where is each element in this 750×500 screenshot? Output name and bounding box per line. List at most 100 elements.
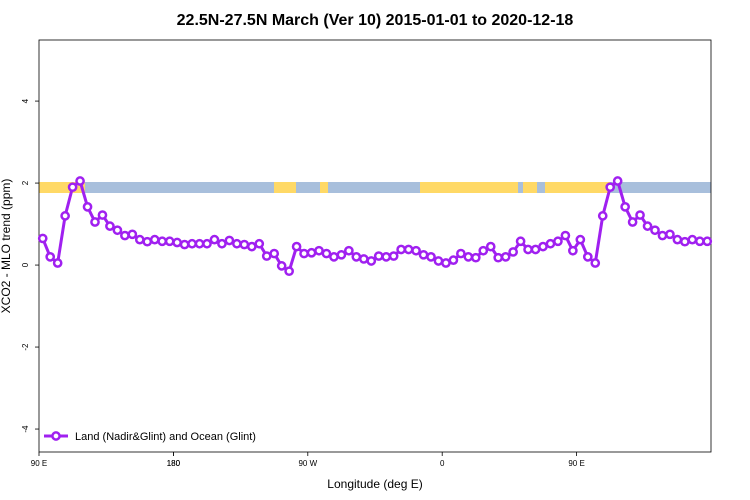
data-point [538, 241, 548, 252]
data-point [246, 241, 257, 252]
data-point [291, 241, 302, 252]
data-point [470, 252, 481, 263]
data-point [493, 252, 504, 263]
data-point [67, 182, 78, 193]
x-tick-label: 90 W [298, 459, 317, 468]
data-point [650, 225, 660, 236]
data-point [90, 217, 100, 227]
x-tick-label: 90 E [31, 459, 47, 468]
y-tick-label: 4 [21, 98, 30, 103]
data-point [530, 244, 541, 255]
data-point [209, 234, 220, 245]
data-point [612, 176, 623, 186]
data-point [97, 210, 108, 220]
data-point [37, 233, 48, 244]
data-point [396, 244, 406, 255]
data-point [306, 247, 317, 258]
data-point [172, 237, 182, 248]
data-point [105, 221, 115, 231]
data-point [426, 252, 436, 262]
data-point [441, 258, 451, 268]
data-point [299, 248, 309, 259]
data-point [329, 252, 339, 262]
data-point [418, 249, 429, 260]
data-point [702, 236, 713, 247]
data-point [665, 229, 675, 240]
data-point [694, 236, 705, 247]
x-tick-label: 0 [440, 459, 445, 468]
data-point [433, 256, 444, 266]
data-point [224, 235, 235, 246]
data-point [52, 258, 63, 268]
y-tick-label: 0 [21, 262, 30, 267]
data-point [635, 210, 645, 220]
data-point [261, 251, 272, 261]
data-point [373, 251, 384, 261]
data-point [179, 239, 190, 250]
data-point [568, 245, 578, 256]
data-point [605, 182, 616, 193]
data-point [366, 256, 377, 266]
data-point [687, 234, 698, 245]
data-point [120, 230, 130, 241]
x-tick-label: 90 E [568, 459, 584, 468]
data-point [232, 238, 242, 249]
plot-frame [38, 39, 712, 453]
y-tick-label: 2 [21, 180, 30, 185]
data-point [515, 236, 526, 247]
data-point [672, 234, 683, 245]
data-point [149, 234, 160, 245]
data-point [187, 238, 197, 249]
data-point [217, 238, 227, 249]
data-point [164, 236, 175, 247]
data-point [620, 201, 630, 212]
data-point [276, 261, 287, 271]
data-point [590, 258, 601, 268]
data-point [411, 245, 421, 256]
data-point [657, 230, 668, 241]
x-axis-label: Longitude (deg E) [327, 477, 422, 491]
data-point [284, 266, 294, 277]
data-point [194, 238, 205, 249]
x-tick-label: 180 [167, 459, 181, 468]
data-point [403, 244, 414, 255]
data-point [314, 245, 324, 256]
data-point [134, 234, 145, 245]
data-point [358, 254, 369, 264]
data-point [485, 241, 496, 252]
data-point [351, 252, 362, 262]
data-point [254, 238, 265, 249]
y-tick-label: -2 [21, 343, 30, 351]
data-point [388, 251, 399, 261]
chart-title: 22.5N-27.5N March (Ver 10) 2015-01-01 to… [177, 12, 574, 29]
data-point [680, 236, 690, 247]
legend-marker [51, 431, 61, 441]
data-point [627, 217, 638, 227]
data-point [508, 247, 518, 257]
data-point [75, 176, 85, 186]
land-ocean-strip [39, 182, 711, 193]
data-point [545, 238, 556, 249]
data-point [45, 252, 56, 262]
data-point [597, 211, 608, 221]
y-axis-label: XCO2 - MLO trend (ppm) [0, 179, 13, 314]
data-point [642, 221, 653, 231]
data-point [478, 245, 489, 256]
data-point [575, 234, 586, 245]
data-point [463, 252, 474, 262]
data-point [239, 239, 250, 250]
y-tick-label: -4 [21, 425, 30, 433]
data-point [202, 238, 212, 249]
data-point [321, 248, 332, 259]
data-point [553, 236, 563, 247]
data-point [448, 255, 459, 265]
data-point [112, 225, 123, 236]
data-point [582, 252, 593, 262]
data-point [60, 211, 70, 221]
data-point [269, 248, 280, 259]
data-point [500, 252, 511, 262]
data-point [344, 245, 354, 256]
data-point [127, 229, 138, 240]
data-point [456, 248, 466, 259]
